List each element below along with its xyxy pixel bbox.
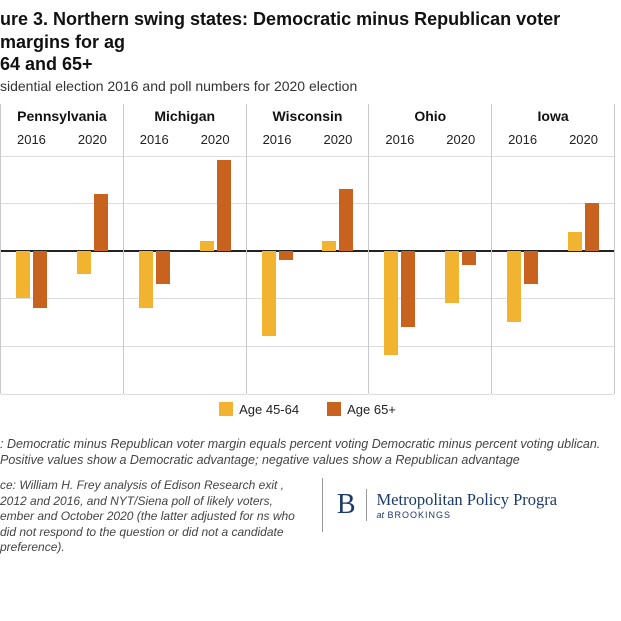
chart-panel: Wisconsin 2016 2020: [246, 104, 369, 394]
year-label: 2016: [508, 132, 537, 147]
brand-letter: B: [337, 489, 367, 521]
legend-label: Age 45-64: [239, 402, 299, 417]
figure-title: ure 3. Northern swing states: Democratic…: [0, 8, 621, 78]
source-text: ce: William H. Frey analysis of Edison R…: [0, 478, 304, 556]
title-line2: 64 and 65+: [0, 54, 93, 74]
bar: [401, 251, 415, 327]
legend-item: Age 45-64: [219, 402, 299, 417]
gridline: [369, 203, 491, 204]
year-label: 2020: [446, 132, 475, 147]
gridline: [1, 298, 123, 299]
panel-plot: [492, 156, 614, 394]
panel-plot: [369, 156, 491, 394]
panel-state-label: Iowa: [492, 104, 614, 130]
bar: [462, 251, 476, 265]
gridline: [247, 156, 369, 157]
gridline: [124, 394, 246, 395]
chart-legend: Age 45-64 Age 65+: [0, 394, 615, 427]
gridline: [492, 156, 614, 157]
brookings-brand: B Metropolitan Policy Progra at BROOKING…: [322, 478, 613, 532]
brand-sub: at BROOKINGS: [377, 510, 558, 520]
gridline: [124, 156, 246, 157]
gridline: [1, 156, 123, 157]
panel-plot: [247, 156, 369, 394]
panel-year-labels: 2016 2020: [247, 130, 369, 151]
panel-plot: [124, 156, 246, 394]
year-label: 2020: [323, 132, 352, 147]
figure-footer: ce: William H. Frey analysis of Edison R…: [0, 478, 621, 556]
bar: [16, 251, 30, 299]
chart-panel: Ohio 2016 2020: [368, 104, 491, 394]
bar: [262, 251, 276, 337]
gridline: [1, 394, 123, 395]
gridline: [124, 346, 246, 347]
year-label: 2020: [569, 132, 598, 147]
bar: [156, 251, 170, 284]
year-label: 2016: [263, 132, 292, 147]
bar: [445, 251, 459, 303]
panel-plot: [1, 156, 123, 394]
panel-state-label: Ohio: [369, 104, 491, 130]
bar: [77, 251, 91, 275]
legend-swatch: [219, 402, 233, 416]
chart-panel: Pennsylvania 2016 2020: [0, 104, 123, 394]
bar: [33, 251, 47, 308]
bar: [384, 251, 398, 356]
year-label: 2016: [385, 132, 414, 147]
figure-subtitle: sidential election 2016 and poll numbers…: [0, 78, 621, 104]
bar: [568, 232, 582, 251]
chart-note: : Democratic minus Republican voter marg…: [0, 434, 621, 479]
gridline: [369, 156, 491, 157]
legend-item: Age 65+: [327, 402, 396, 417]
gridline: [492, 346, 614, 347]
bar: [279, 251, 293, 261]
brand-text: Metropolitan Policy Progra at BROOKINGS: [377, 490, 558, 520]
panel-year-labels: 2016 2020: [124, 130, 246, 151]
chart-panels: Pennsylvania20162020Michigan20162020Wisc…: [0, 104, 615, 394]
panel-year-labels: 2016 2020: [369, 130, 491, 151]
panel-state-label: Michigan: [124, 104, 246, 130]
bar: [585, 203, 599, 251]
bar: [524, 251, 538, 284]
title-line1: ure 3. Northern swing states: Democratic…: [0, 9, 560, 52]
chart-area: Pennsylvania20162020Michigan20162020Wisc…: [0, 104, 621, 434]
bar: [139, 251, 153, 308]
gridline: [247, 346, 369, 347]
legend-swatch: [327, 402, 341, 416]
bar: [94, 194, 108, 251]
gridline: [1, 346, 123, 347]
panel-state-label: Wisconsin: [247, 104, 369, 130]
legend-label: Age 65+: [347, 402, 396, 417]
bar: [200, 241, 214, 251]
year-label: 2020: [201, 132, 230, 147]
panel-year-labels: 2016 2020: [492, 130, 614, 151]
bar: [322, 241, 336, 251]
gridline: [369, 394, 491, 395]
bar: [339, 189, 353, 251]
bar: [217, 160, 231, 250]
year-label: 2016: [140, 132, 169, 147]
gridline: [492, 394, 614, 395]
panel-year-labels: 2016 2020: [1, 130, 123, 151]
year-label: 2016: [17, 132, 46, 147]
chart-panel: Iowa 2016 2020: [491, 104, 615, 394]
year-label: 2020: [78, 132, 107, 147]
bar: [507, 251, 521, 322]
gridline: [247, 394, 369, 395]
brand-main: Metropolitan Policy Progra: [377, 490, 558, 510]
panel-state-label: Pennsylvania: [1, 104, 123, 130]
chart-panel: Michigan 2016 2020: [123, 104, 246, 394]
